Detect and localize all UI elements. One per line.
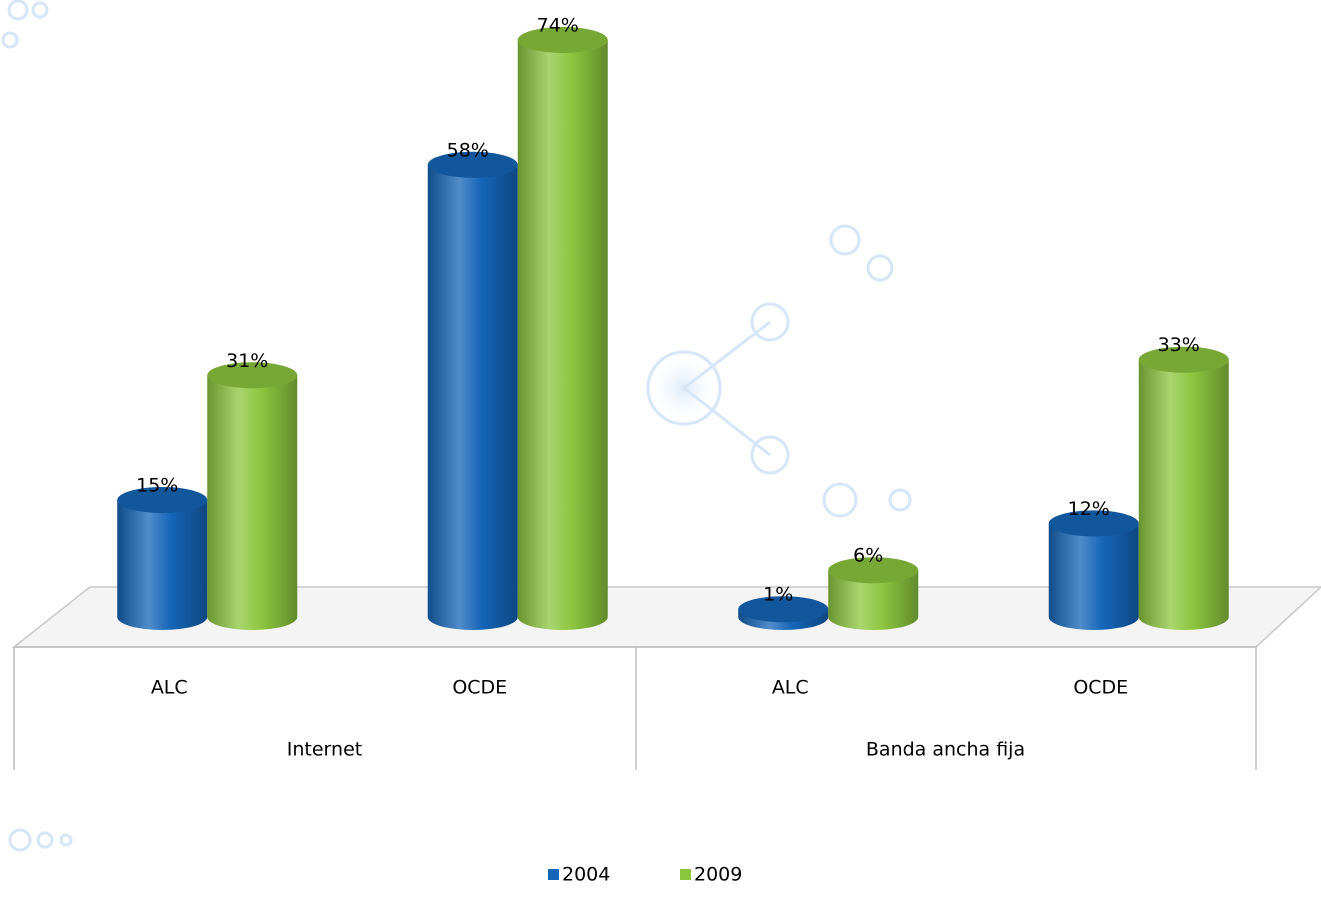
legend-swatch [680, 869, 691, 880]
bar-body [1048, 523, 1139, 630]
bar [828, 557, 919, 630]
data-label: 6% [853, 545, 883, 567]
data-label: 31% [226, 350, 268, 372]
bar [427, 151, 518, 630]
data-label: 1% [763, 584, 793, 606]
bar-body [828, 570, 919, 630]
bar-body [427, 164, 518, 630]
bar-top [1138, 346, 1229, 373]
bar-body [1138, 359, 1229, 630]
background-decoration [1, 0, 912, 852]
legend-swatch [548, 869, 559, 880]
data-label: 15% [136, 475, 178, 497]
bar-top [207, 362, 298, 389]
bar [1138, 346, 1229, 630]
bar [117, 487, 208, 630]
bar [738, 596, 829, 630]
bar-body [517, 40, 608, 630]
bar-top [828, 557, 919, 584]
bar-top [517, 27, 608, 53]
data-label: 12% [1068, 498, 1110, 520]
bar-top [1048, 510, 1139, 537]
bar-top [738, 596, 829, 623]
bar-body [117, 500, 208, 630]
legend-label: 2009 [694, 864, 742, 886]
bar-top [427, 151, 518, 178]
bar [207, 362, 298, 630]
bar [1048, 510, 1139, 630]
data-label: 58% [447, 139, 489, 161]
group-label: Banda ancha fija [866, 739, 1025, 761]
x-tick-label: ALC [772, 677, 809, 699]
x-tick-label: OCDE [452, 677, 507, 699]
x-tick-label: OCDE [1073, 677, 1128, 699]
data-label: 33% [1158, 334, 1200, 356]
data-label: 74% [537, 15, 579, 37]
bar-top [117, 487, 208, 514]
x-tick-label: ALC [151, 677, 188, 699]
group-label: Internet [287, 739, 362, 761]
category-table [13, 646, 1257, 770]
bar [517, 27, 608, 630]
bar-body [207, 375, 298, 630]
legend-label: 2004 [562, 864, 610, 886]
